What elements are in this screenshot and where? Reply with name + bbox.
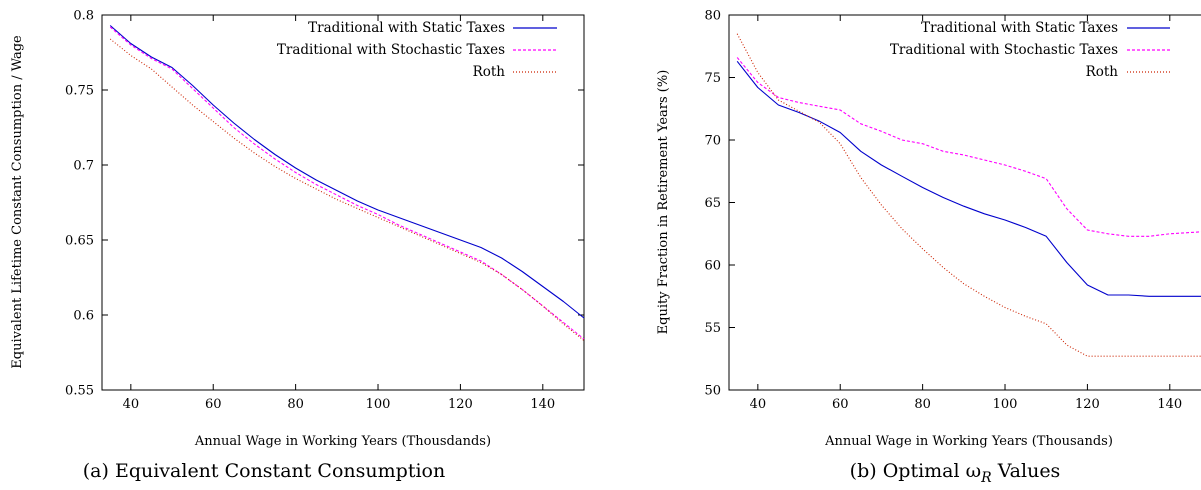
panel-a-y-tick-label: 0.75: [65, 84, 94, 99]
panel-a-legend: Traditional with Static Taxes Traditiona…: [277, 20, 557, 80]
panel-a-x-tick-label: 40: [123, 397, 140, 412]
panel-b-legend-label-stochastic: Traditional with Stochastic Taxes: [890, 42, 1118, 58]
panel-a-caption: (a) Equivalent Constant Consumption: [83, 460, 445, 482]
panel-b-series-line-roth: [736, 33, 1201, 357]
panel-b-plot-frame: [728, 14, 1201, 391]
panel-b-y-tick-label: 75: [704, 71, 721, 86]
panel-a-series-line-roth: [109, 38, 585, 341]
panel-b-ticks: 40 60 80 100 120 140 50 55 60 65 70 75 80: [704, 9, 1182, 413]
panel-a-y-tick-label: 0.55: [65, 384, 94, 399]
panel-a-x-tick-label: 140: [530, 397, 555, 412]
panel-b-x-tick-label: 40: [750, 397, 767, 412]
panel-b-series-line-static: [736, 60, 1201, 297]
panel-b-x-tick-label: 80: [914, 397, 931, 412]
panel-a-x-tick-label: 100: [366, 397, 391, 412]
panel-b-x-tick-label: 140: [1157, 397, 1182, 412]
panel-b-legend-label-roth: Roth: [1086, 64, 1119, 80]
panel-b-chart: 40 60 80 100 120 140 50 55 60 65 70 75 80 Traditiona…: [656, 9, 1201, 486]
panel-a-series-lines: [109, 25, 585, 341]
panel-a-series-line-stochastic: [109, 26, 585, 340]
panel-b-x-tick-label: 100: [993, 397, 1018, 412]
panel-a-plot-frame: [101, 14, 585, 391]
panel-b-y-axis-label: Equity Fraction in Retirement Years (%): [656, 70, 671, 335]
panel-b-y-tick-label: 70: [704, 134, 721, 149]
panel-a-legend-label-stochastic: Traditional with Stochastic Taxes: [277, 42, 505, 58]
panel-a-y-tick-label: 0.8: [73, 9, 94, 24]
panel-b-x-tick-label: 120: [1075, 397, 1100, 412]
panel-b-x-axis-label: Annual Wage in Working Years (Thousands): [824, 434, 1113, 449]
panel-b-y-tick-label: 55: [704, 321, 721, 336]
panel-b-y-tick-label: 65: [704, 196, 721, 211]
panel-b-legend: Traditional with Static Taxes Traditiona…: [890, 20, 1170, 80]
panel-a-y-tick-label: 0.7: [73, 159, 94, 174]
panel-a-ticks: 40 60 80 100 120 140 0.55 0.6 0.65 0.7 0.75 0.8: [65, 9, 584, 412]
panel-b-y-tick-label: 50: [704, 384, 721, 399]
panel-b-series-lines: [736, 33, 1201, 357]
panel-a-x-tick-label: 60: [205, 397, 222, 412]
panel-a-series-line-static: [109, 25, 585, 319]
panel-a-chart: 40 60 80 100 120 140 0.55 0.6 0.65 0.7 0.75 0.8 Tra…: [10, 9, 585, 482]
panel-a-legend-label-static: Traditional with Static Taxes: [308, 20, 505, 36]
panel-a-y-tick-label: 0.6: [73, 309, 94, 324]
panel-b-y-tick-label: 60: [704, 259, 721, 274]
panel-a-y-tick-label: 0.65: [65, 234, 94, 249]
panel-b-legend-label-static: Traditional with Static Taxes: [921, 20, 1118, 36]
panel-b-x-tick-label: 60: [832, 397, 849, 412]
panel-a-x-tick-label: 120: [448, 397, 473, 412]
panel-b-caption: (b) Optimal ωR Values: [850, 460, 1061, 486]
panel-a-x-tick-label: 80: [287, 397, 304, 412]
panel-b-series-line-stochastic: [736, 57, 1201, 237]
panel-a-y-axis-label: Equivalent Lifetime Constant Consumption…: [10, 35, 25, 369]
panel-a-legend-label-roth: Roth: [473, 64, 506, 80]
panel-a-x-axis-label: Annual Wage in Working Years (Thousdands…: [194, 434, 491, 449]
panel-b-y-tick-label: 80: [704, 9, 721, 24]
